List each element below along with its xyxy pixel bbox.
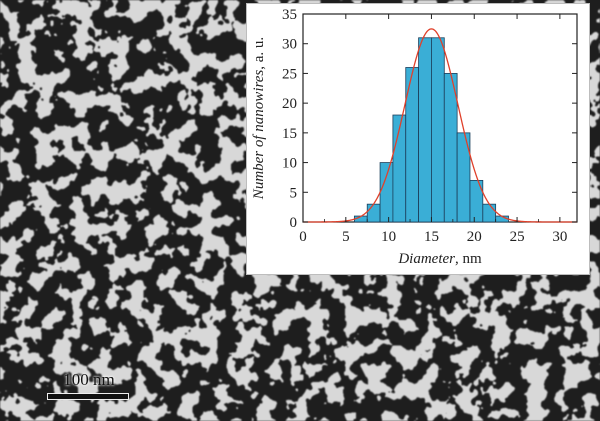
histogram-bar [443, 73, 458, 223]
histogram-bar [456, 132, 471, 223]
y-tick-label: 5 [290, 185, 298, 201]
y-axis-title-unit: , a. u. [251, 37, 267, 70]
y-tick-label: 0 [290, 215, 298, 231]
histogram-bar [469, 179, 484, 223]
x-tick-label: 25 [510, 229, 525, 245]
x-tick-label: 15 [424, 229, 439, 245]
scale-bar-line [48, 394, 128, 399]
scale-bar: 100 nm [44, 370, 134, 406]
y-axis-title: Number of nanowires, a. u. [251, 37, 267, 200]
x-axis-title-unit: , nm [455, 251, 482, 267]
histogram-bar [431, 37, 445, 223]
scale-bar-label: 100 nm [63, 370, 115, 389]
x-axis-title: Diameter, nm [397, 251, 482, 267]
y-tick-label: 25 [282, 66, 297, 82]
histogram-bar [379, 162, 394, 223]
x-tick-label: 5 [342, 229, 350, 245]
y-tick-label: 15 [282, 126, 297, 142]
x-axis-title-italic: Diameter [397, 251, 455, 267]
y-tick-label: 20 [282, 96, 297, 112]
histogram-inset: 0 5 10 15 20 25 30 0 5 10 15 20 25 30 35 Diameter, nm … [246, 3, 590, 275]
x-tick-label: 20 [467, 229, 482, 245]
gaussian-fit-curve [303, 28, 577, 223]
histogram-bar [366, 203, 381, 223]
histogram-bar [482, 203, 497, 223]
histogram-bar [418, 37, 432, 223]
y-tick-label: 35 [282, 7, 297, 23]
y-tick-label: 30 [282, 37, 297, 53]
y-axis-title-italic: Number of nanowires [251, 70, 267, 201]
x-tick-label: 30 [552, 229, 567, 245]
x-tick-label: 10 [381, 229, 396, 245]
x-tick-label: 0 [299, 229, 307, 245]
y-tick-label: 10 [282, 156, 297, 172]
